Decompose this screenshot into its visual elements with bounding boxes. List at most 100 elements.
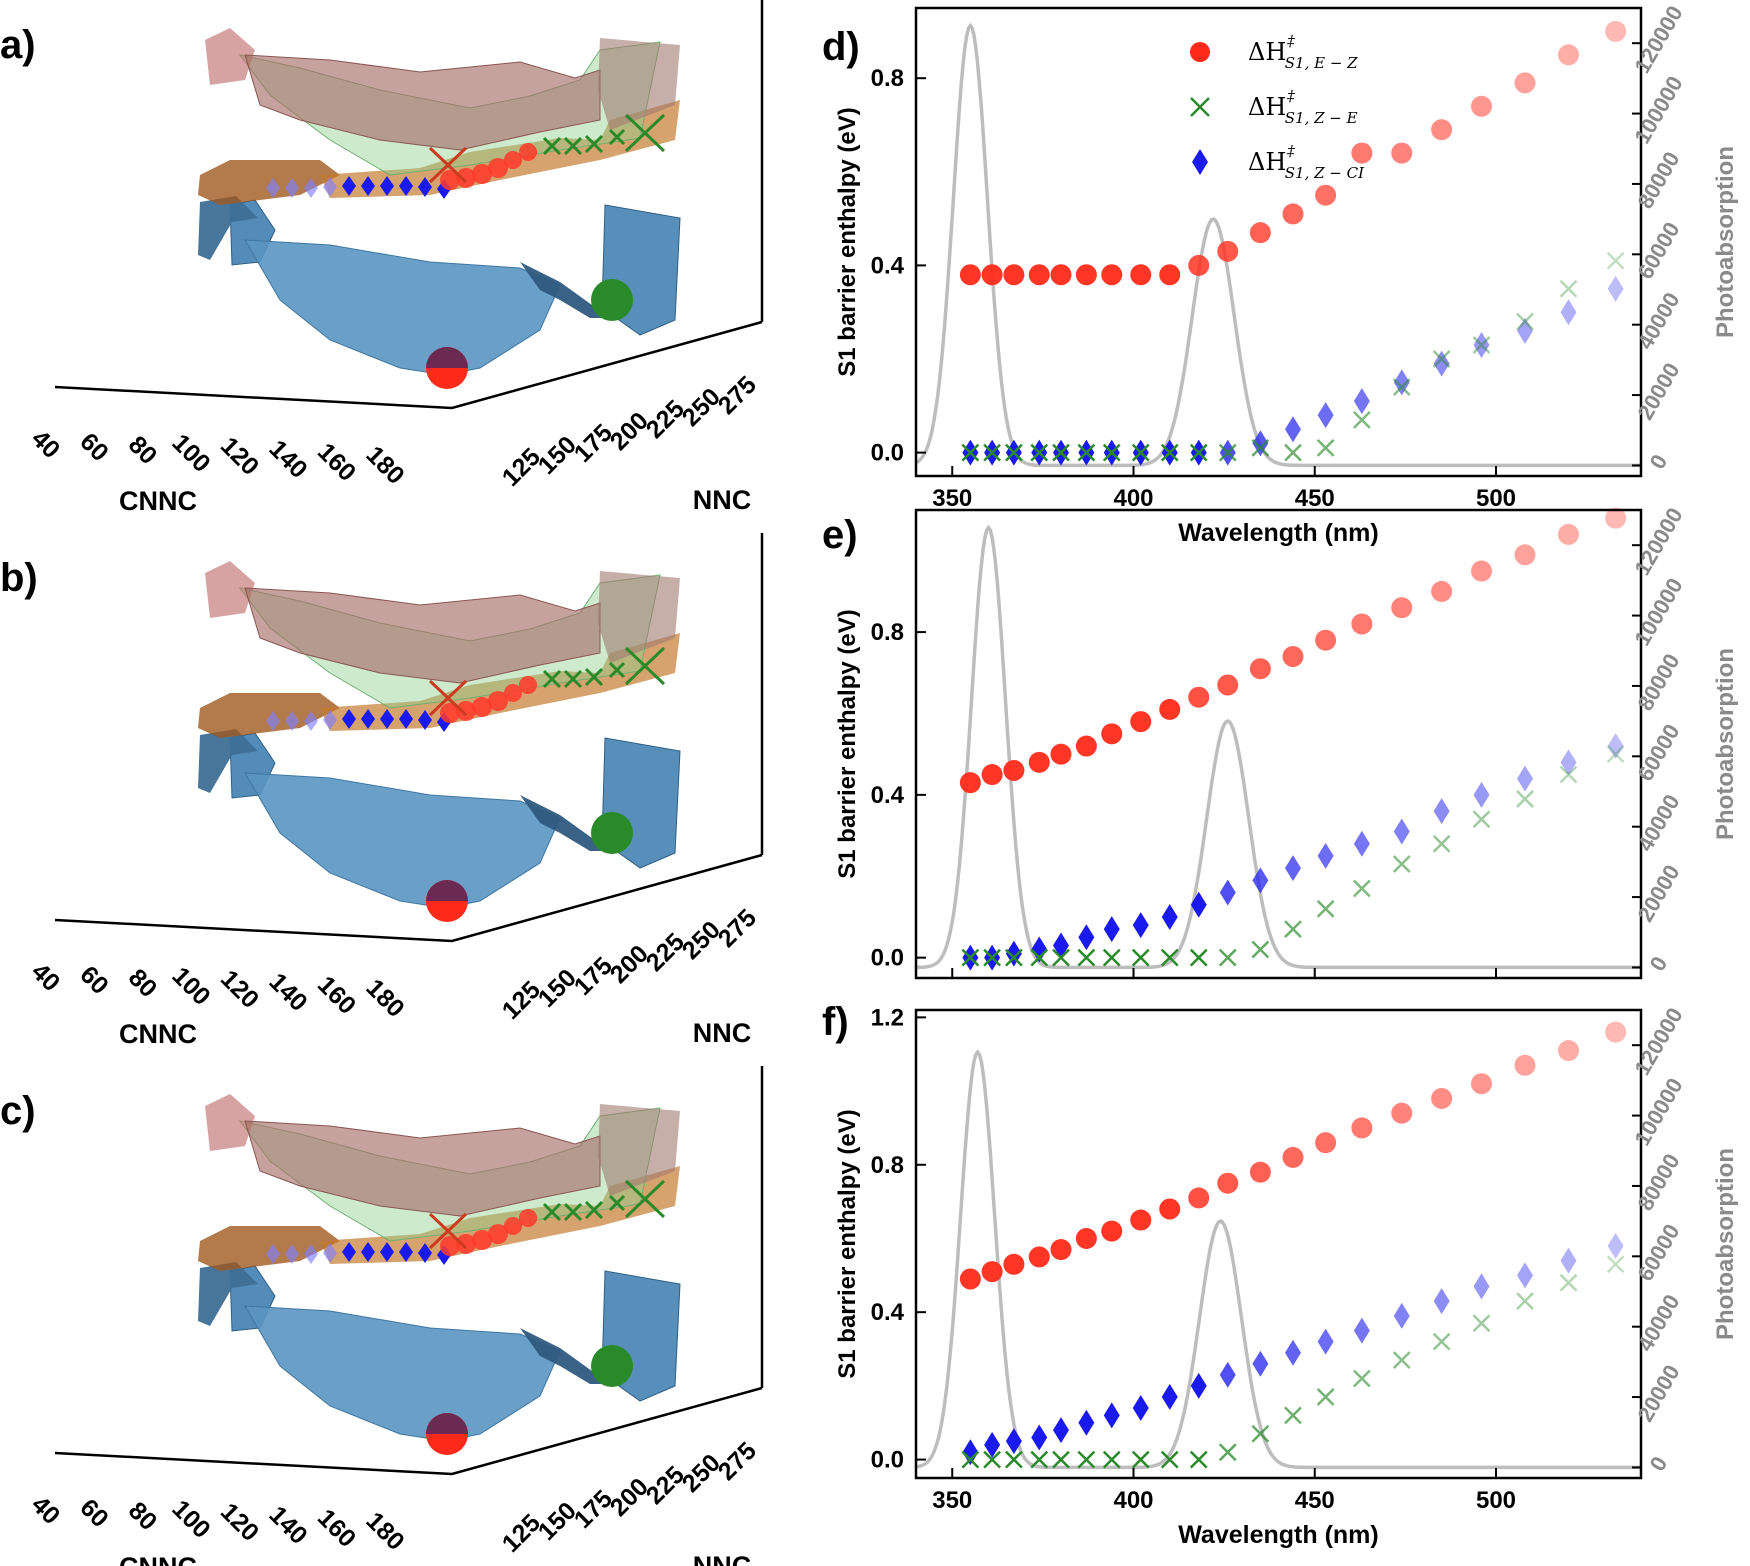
ze-point [1392,1351,1411,1369]
zci-point [1517,317,1533,344]
ze-point [1052,1450,1070,1469]
ez-point [1028,264,1050,286]
zci-point [1433,798,1450,825]
ze-point [1516,312,1534,331]
zci-point [1517,765,1533,792]
ez-point [1050,1239,1072,1261]
ez-point [1003,1253,1025,1275]
zci-point [1393,1302,1410,1329]
ez-point [1075,1227,1097,1249]
panel-3d: b)40 60 80 100 120 140 160 180CNNC1251501752002… [0,531,764,1049]
ez-point [1514,544,1536,566]
legend-label: ΔH‡ S1, E − Z [1248,32,1358,72]
plot-frame [914,6,1643,478]
y2-tick-label: 0 [1645,450,1673,473]
y-tick-label: 0.8 [871,1152,904,1179]
ze-point [1052,948,1070,967]
ez-point [1514,1054,1536,1076]
ez-point [1351,1117,1373,1139]
zci-point [984,1431,1001,1458]
ez-point [1188,254,1210,276]
ze-point [1472,336,1491,354]
ze-point [983,948,1002,967]
zci-point [1190,1372,1207,1399]
ez-point [959,1268,981,1290]
ze-point [1316,439,1335,457]
ze-point [1189,1450,1208,1469]
ez-point [1558,523,1579,545]
potential-energy-surface [53,531,764,943]
ez-point [1431,1087,1453,1109]
ze-point [1218,443,1237,462]
ze-point [1316,1388,1335,1406]
ez-point [1315,1132,1337,1154]
zci-point [1560,749,1577,776]
ez-point [1605,507,1627,529]
ze-point [1559,279,1578,298]
panel-3d: a)40 60 80 100 120 140 160 180CNNC1251501752002… [0,0,764,516]
y-tick-label: 0.8 [871,619,904,646]
zci-point [1005,1428,1022,1455]
ez-point [1471,95,1492,117]
ez-point [1188,1187,1210,1209]
nnc-tick-label: 275 [713,904,762,953]
ze-point [1516,1292,1534,1311]
y2-tick-label: 120000 [1629,1003,1687,1079]
zci-point [1317,402,1334,429]
ze-point [1160,443,1179,462]
cnnc-axis-label: CNNC [119,1552,197,1566]
ez-point [1391,597,1413,619]
ze-point [1131,948,1150,967]
zci-point [1560,1247,1577,1274]
ez-point [1605,20,1627,42]
y-tick-label: 0.8 [871,65,904,92]
cnnc-tick-label: 140 [264,1501,313,1550]
legend-label: ΔH‡ S1, Z − E [1248,87,1358,127]
ez-point [1391,1102,1413,1124]
ze-point [1472,1314,1491,1333]
ez-point [1101,1220,1123,1242]
cnnc-tick-label: 40 [26,425,65,464]
zci-point [1353,388,1370,415]
ez-point [1050,264,1072,286]
zci-point [1560,299,1577,326]
ez-point [1050,743,1072,765]
ez-point [1282,203,1304,225]
ez-point [1075,264,1097,286]
ze-point [1004,1450,1023,1469]
x-tick-label: 400 [1113,485,1153,512]
zci-point [1285,1339,1301,1366]
x-tick-label: 450 [1295,485,1335,512]
cnnc-tick-label: 100 [167,1495,216,1544]
nnc-tick-label: 275 [713,1437,762,1486]
legend-marker-zci [1192,149,1208,175]
ez-point [1130,1209,1152,1231]
ze-point [1559,1273,1578,1292]
zci-point [1393,369,1410,396]
y2-tick-label: 100000 [1629,72,1687,148]
ze-point [1392,378,1411,396]
y-tick-label: 0.4 [871,1299,905,1326]
plot-frame [914,508,1643,980]
ez-point [981,764,1003,786]
cnnc-tick-label: 180 [361,441,410,490]
ez-point [959,264,981,286]
ze-point [1316,899,1335,918]
ze-point [1004,443,1023,462]
cnnc-tick-label: 160 [312,1504,361,1553]
zci-point [1161,1383,1178,1410]
y-axis-label: S1 barrier enthalpy (eV) [834,609,861,878]
cnnc-tick-label: 120 [215,432,264,481]
y-tick-label: 0.0 [871,440,904,467]
potential-energy-surface [53,0,764,410]
ze-point [1352,1369,1371,1388]
ez-point [1217,240,1239,262]
ez-point [1351,613,1373,635]
y2-tick-label: 0 [1645,952,1673,975]
x-tick-label: 500 [1476,485,1516,512]
ez-point [1217,1172,1239,1194]
cnnc-tick-label: 160 [312,438,361,487]
ez-point [1159,1198,1181,1220]
